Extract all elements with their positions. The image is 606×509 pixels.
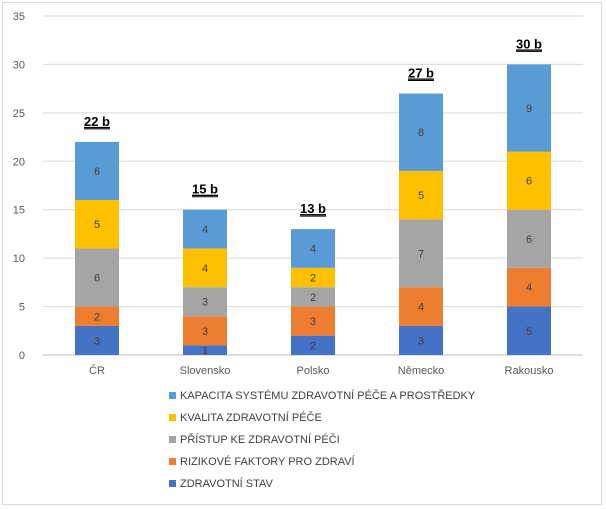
legend-entry: KAPACITA SYSTÉMU ZDRAVOTNÍ PÉČE A PROSTŘ… (180, 389, 476, 402)
bar-segment (291, 306, 335, 336)
legend-swatch (169, 392, 176, 399)
data-label: 4 (526, 282, 532, 294)
bar-segment (75, 248, 119, 307)
legend-swatch (169, 480, 176, 487)
chart-frame: 0 5 10 15 20 25 30 35 3 2 6 5 6 22 b ČR 1 3 3 4 4 15 b Sloven… (2, 2, 602, 505)
x-tick-label: Německo (398, 365, 444, 377)
data-label: 3 (202, 297, 208, 309)
bar-segment (75, 325, 119, 355)
bar-segment (75, 306, 119, 326)
data-label: 1 (202, 345, 208, 357)
legend-entry: PŘÍSTUP KE ZDRAVOTNÍ PÉČI (180, 433, 340, 446)
legend-swatch (169, 436, 176, 443)
data-label: 2 (310, 340, 316, 352)
legend-swatch (169, 414, 176, 421)
data-label: 7 (418, 248, 424, 260)
total-label: 27 b (408, 65, 434, 80)
data-label: 8 (418, 127, 424, 139)
bar-segment (291, 229, 335, 268)
bar-segment (399, 325, 443, 355)
data-label: 4 (202, 263, 208, 275)
data-label: 6 (526, 234, 532, 246)
bar-segment (183, 345, 227, 355)
bar-segment (291, 335, 335, 355)
total-label: 22 b (84, 114, 110, 129)
data-label: 3 (202, 326, 208, 338)
bar-segment (183, 248, 227, 288)
data-label: 5 (526, 326, 532, 338)
x-tick-label: Rakousko (505, 365, 554, 377)
bar-segment (399, 219, 443, 288)
x-tick-label: Slovensko (180, 365, 231, 377)
data-label: 4 (310, 243, 316, 255)
data-label: 6 (526, 176, 532, 188)
y-tick-label: 5 (19, 302, 25, 314)
bar-segment (507, 267, 551, 307)
bar-segment (183, 209, 227, 249)
data-label: 9 (526, 103, 532, 115)
bar-segment (399, 170, 443, 220)
bar-segment (183, 287, 227, 317)
data-label: 2 (310, 273, 316, 285)
data-label: 3 (94, 335, 100, 347)
bar-segment (507, 64, 551, 152)
legend-entry: KVALITA ZDRAVOTNÍ PÉČE (180, 411, 322, 424)
data-label: 3 (418, 335, 424, 347)
data-label: 2 (310, 292, 316, 304)
legend-entry: RIZIKOVÉ FAKTORY PRO ZDRAVÍ (180, 455, 356, 468)
total-label: 15 b (192, 182, 218, 197)
data-label: 3 (310, 316, 316, 328)
y-tick-label: 25 (13, 108, 25, 120)
bar-segment (399, 287, 443, 326)
x-tick-label: Polsko (296, 365, 329, 377)
data-label: 6 (94, 166, 100, 178)
data-label: 4 (202, 224, 208, 236)
bar-segment (75, 200, 119, 249)
bar-segment (507, 306, 551, 355)
bar-segment (291, 287, 335, 307)
data-label: 6 (94, 273, 100, 285)
x-tick-label: ČR (89, 364, 105, 377)
y-tick-label: 10 (13, 253, 25, 265)
y-tick-label: 0 (19, 350, 25, 362)
data-label: 2 (94, 311, 100, 323)
bar-segment (399, 93, 443, 171)
data-label: 5 (418, 190, 424, 202)
bar-segment (291, 267, 335, 288)
legend-swatch (169, 458, 176, 465)
data-label: 5 (94, 219, 100, 231)
bar-segment (183, 316, 227, 346)
bar-segment (507, 209, 551, 268)
bar-segment (75, 141, 119, 201)
bar-segment (507, 151, 551, 210)
y-tick-label: 15 (13, 205, 25, 217)
legend-entry: ZDRAVOTNÍ STAV (180, 477, 274, 490)
y-tick-label: 35 (13, 11, 25, 23)
data-label: 4 (418, 302, 424, 314)
y-tick-label: 30 (13, 59, 25, 71)
y-tick-label: 20 (13, 156, 25, 168)
total-label: 30 b (516, 36, 542, 51)
total-label: 13 b (300, 201, 326, 216)
